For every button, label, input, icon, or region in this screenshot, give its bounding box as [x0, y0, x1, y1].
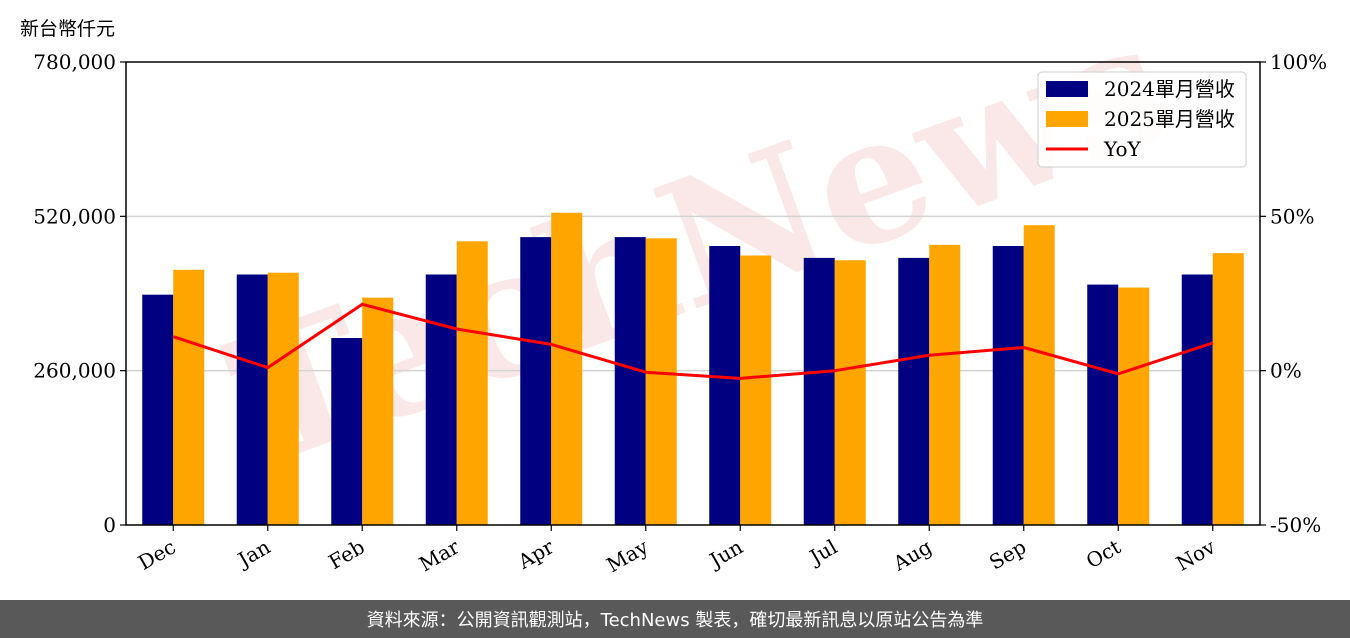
x-tick-label-feb: Feb: [324, 535, 368, 574]
source-footer: 資料來源：公開資訊觀測站，TechNews 製表，確切最新訊息以原站公告為準: [0, 600, 1350, 638]
bar-2025-aug: [929, 244, 961, 526]
x-tick-label-oct: Oct: [1082, 535, 1125, 574]
x-tick-label-may: May: [602, 534, 652, 577]
x-tick-label-dec: Dec: [134, 535, 180, 575]
legend-box: [1037, 71, 1247, 168]
bar-2024-feb: [331, 338, 363, 525]
bar-2024-apr: [520, 237, 552, 525]
bar-2024-jul: [803, 257, 835, 525]
bar-2025-feb: [362, 297, 394, 525]
y-left-tick-label-3: 780,000: [33, 50, 116, 74]
x-tick-label-apr: Apr: [513, 534, 558, 574]
y-right-tick-label-1: 0%: [1270, 359, 1302, 383]
bar-2025-dec: [173, 269, 205, 525]
bar-2024-jun: [709, 246, 741, 525]
plot-frame: [125, 61, 1261, 526]
x-tick-label-mar: Mar: [415, 534, 464, 576]
x-tick-label-jul: Jul: [804, 535, 841, 570]
bar-2025-jun: [740, 255, 772, 525]
bar-2025-oct: [1118, 287, 1150, 525]
y-right-tick-label-0: -50%: [1270, 513, 1321, 537]
bar-2025-mar: [456, 241, 488, 525]
y-left-tick-label-1: 260,000: [33, 359, 116, 383]
bar-2025-nov: [1212, 253, 1244, 525]
yoy-line-layer: [172, 302, 1214, 380]
legend-swatch-2025: [1046, 111, 1088, 127]
bar-2024-sep: [992, 246, 1024, 525]
x-tick-label-jun: Jun: [704, 534, 747, 573]
x-tick-label-sep: Sep: [985, 535, 1030, 575]
bar-2024-may: [614, 237, 646, 525]
legend-swatch-2024: [1046, 81, 1088, 97]
bar-2025-jul: [834, 260, 866, 525]
x-tick-label-nov: Nov: [1172, 534, 1220, 576]
y-left-tick-label-2: 520,000: [33, 204, 116, 228]
bar-2025-jan: [267, 272, 299, 525]
y-right-tick-label-3: 100%: [1270, 50, 1327, 74]
y-right-tick-label-2: 50%: [1270, 204, 1314, 228]
legend-label-2025: 2025單月營收: [1104, 107, 1235, 131]
bar-2024-nov: [1181, 274, 1213, 525]
bar-2024-aug: [898, 257, 930, 525]
legend-label-yoy: YoY: [1103, 137, 1142, 161]
bar-2025-sep: [1023, 225, 1055, 525]
bar-2024-oct: [1087, 284, 1119, 525]
y-left-tick-label-0: 0: [103, 513, 116, 537]
bar-2025-apr: [551, 212, 583, 525]
bar-2025-may: [645, 238, 677, 526]
bar-2024-jan: [236, 274, 268, 525]
y-axis-unit-label: 新台幣仟元: [20, 18, 116, 40]
x-tick-label-jan: Jan: [232, 534, 274, 572]
gridlines: [126, 215, 1260, 372]
legend-label-2024: 2024單月營收: [1104, 77, 1235, 101]
yoy-line: [172, 302, 1214, 380]
legend: 2024單月營收 2025單月營收 YoY: [1037, 71, 1247, 168]
x-tick-label-aug: Aug: [888, 534, 936, 575]
bar-2024-mar: [425, 274, 457, 525]
revenue-chart: TechNews 0260,000520,000780,000-50%0%50%…: [33, 0, 1327, 577]
bars: [142, 212, 1244, 526]
bar-2024-dec: [142, 294, 174, 525]
